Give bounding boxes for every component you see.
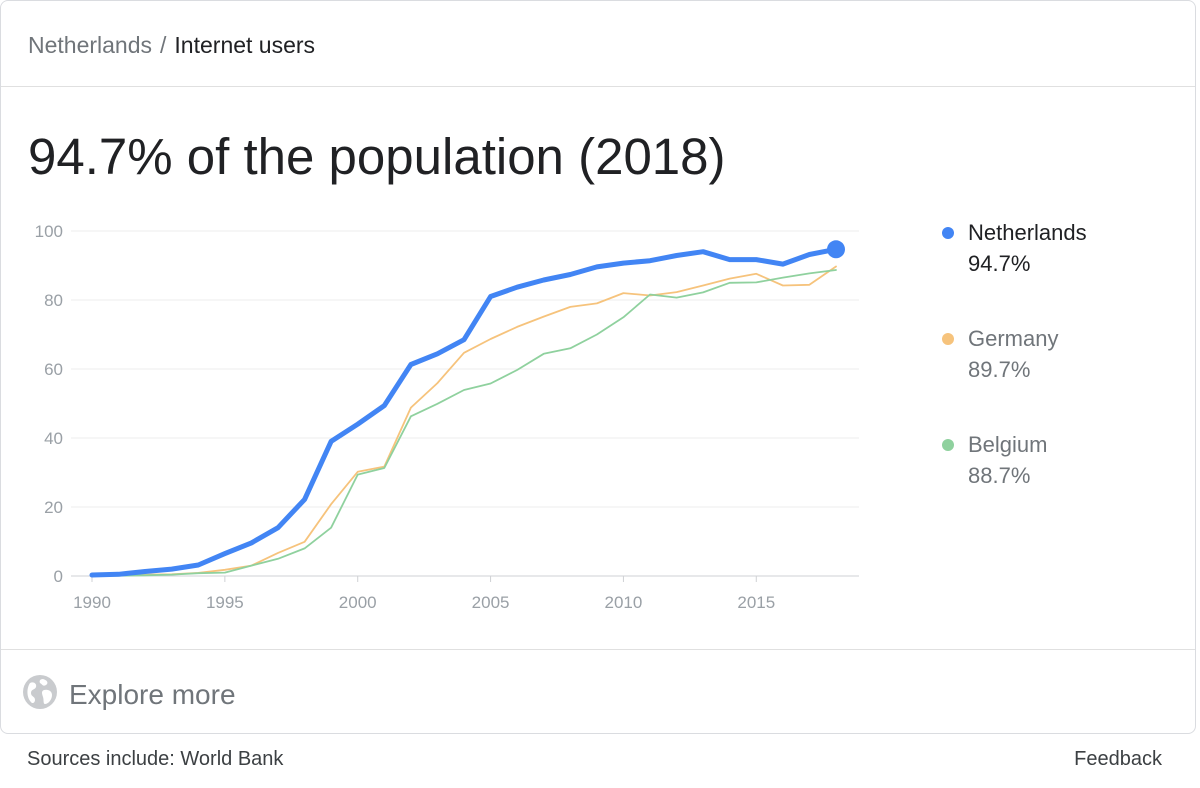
feedback-link[interactable]: Feedback [1074, 748, 1162, 770]
line-chart[interactable]: 0 20 40 60 80 100 1990 1995 2000 2005 2010 2015 [1, 201, 901, 621]
legend-value-netherlands: 94.7% [968, 251, 1031, 276]
breadcrumb: Netherlands / Internet users [28, 31, 315, 59]
y-tick-label-80: 80 [44, 291, 63, 310]
sources-note: Sources include: World Bank [27, 748, 284, 770]
breadcrumb-netherlands-link[interactable]: Netherlands [28, 32, 153, 58]
x-tick-label-2010: 2010 [605, 593, 643, 612]
breadcrumb-current: Internet users [174, 32, 316, 58]
legend-dot-netherlands [942, 227, 954, 239]
y-tick-label-20: 20 [44, 498, 63, 517]
breadcrumb-separator: / [160, 32, 167, 58]
legend-dot-germany [942, 333, 954, 345]
y-tick-label-60: 60 [44, 360, 63, 379]
headline-stat: 94.7% of the population (2018) [28, 128, 726, 185]
legend-name-germany: Germany [968, 326, 1059, 351]
legend-name-belgium: Belgium [968, 432, 1048, 457]
header-divider [1, 86, 1195, 87]
explore-more-label: Explore more [69, 679, 236, 710]
series-line-netherlands [89, 246, 839, 578]
x-tick-label-1995: 1995 [206, 593, 244, 612]
legend-name-netherlands: Netherlands [968, 220, 1087, 245]
legend-dot-belgium [942, 439, 954, 451]
y-tick-label-0: 0 [54, 567, 63, 586]
series-line-germany [91, 265, 837, 577]
legend-value-germany: 89.7% [968, 357, 1031, 382]
series-endpoint-netherlands [827, 240, 845, 259]
x-tick-label-2015: 2015 [737, 593, 775, 612]
x-tick-label-1990: 1990 [73, 593, 111, 612]
series-line-belgium [91, 269, 837, 577]
y-tick-label-40: 40 [44, 429, 63, 448]
legend-value-belgium: 88.7% [968, 463, 1031, 488]
x-tick-label-2005: 2005 [472, 593, 510, 612]
internet-users-card: Netherlands / Internet users 94.7% of the … [0, 0, 1196, 734]
globe-icon [23, 675, 57, 709]
footer-divider [1, 649, 1195, 650]
y-tick-label-100: 100 [35, 222, 63, 241]
x-tick-label-2000: 2000 [339, 593, 377, 612]
